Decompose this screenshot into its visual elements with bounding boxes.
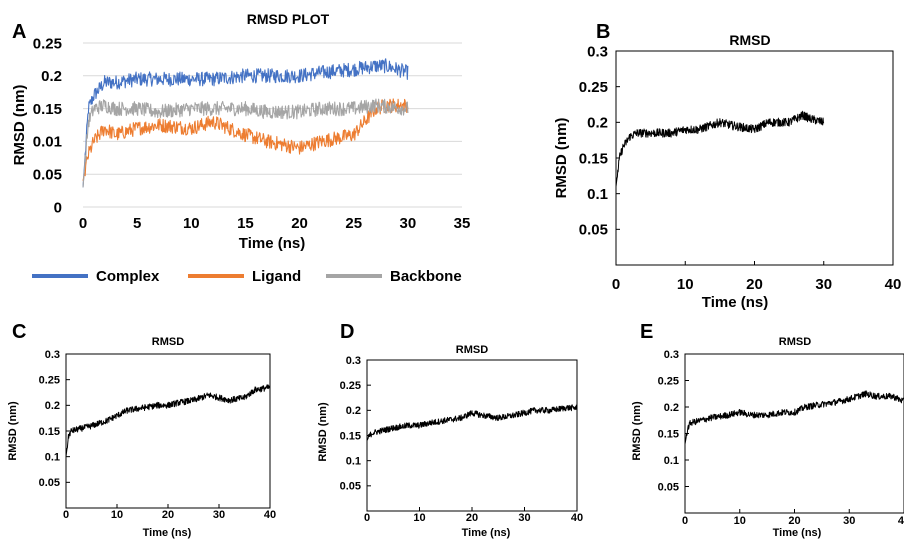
series-line-backbone <box>82 98 409 188</box>
panel-d: D RMSD 0.05 0.1 0.15 0.2 0.25 0.3 0 10 20 30 40 Time … <box>317 321 583 539</box>
y-tick-label: 0.1 <box>346 456 361 468</box>
y-tick-label: 0.25 <box>340 380 361 392</box>
y-tick-label: 0.1 <box>664 455 679 467</box>
y-tick-label: 0.15 <box>579 150 608 167</box>
y-tick-label: 0 <box>54 199 62 216</box>
series-line-ligand <box>82 98 409 181</box>
panel-letter: A <box>12 21 26 43</box>
x-tick-label: 0 <box>79 215 87 232</box>
y-tick-label: 0.3 <box>587 43 608 60</box>
panel-letter: C <box>12 321 26 343</box>
y-tick-label: 0.25 <box>658 375 679 387</box>
y-tick-label: 0.15 <box>658 428 679 440</box>
y-tick-label: 0.15 <box>33 101 62 118</box>
y-tick-label: 0.2 <box>41 68 62 85</box>
series-line <box>615 110 825 187</box>
x-tick-label: 0 <box>682 515 688 527</box>
y-tick-label: 0.3 <box>346 355 361 367</box>
x-tick-label: 10 <box>413 512 425 524</box>
y-tick-label: 0.25 <box>579 79 608 96</box>
x-tick-label: 10 <box>677 276 694 293</box>
y-axis-label: RMSD (nm) <box>631 401 643 461</box>
y-tick-label: 0.1 <box>587 186 608 203</box>
x-tick-label: 0 <box>63 509 69 521</box>
x-tick-label: 20 <box>291 215 308 232</box>
x-tick-label: 20 <box>788 515 800 527</box>
y-tick-label: 0.05 <box>579 222 608 239</box>
x-tick-label: 30 <box>400 215 417 232</box>
y-tick-label: 0.3 <box>45 349 60 361</box>
plot-frame <box>65 353 271 509</box>
x-tick-label: 20 <box>162 509 174 521</box>
y-tick-label: 0.15 <box>39 426 60 438</box>
x-tick-label: 10 <box>111 509 123 521</box>
x-tick-label: 0 <box>364 512 370 524</box>
y-tick-label: 0.1 <box>45 452 60 464</box>
plot-frame <box>684 353 904 514</box>
x-axis-label: Time (ns) <box>773 527 822 539</box>
x-tick-label: 15 <box>237 215 254 232</box>
y-axis-label: RMSD (nm) <box>317 402 329 462</box>
x-tick-label: 10 <box>734 515 746 527</box>
series-line <box>366 404 578 441</box>
panel-b: B RMSD 0.05 0.1 0.15 0.2 0.25 0.3 0 10 20 30 40 Time … <box>553 21 901 311</box>
x-axis-label: Time (ns) <box>143 527 192 539</box>
chart-title: RMSD <box>779 336 811 348</box>
panel-letter: E <box>640 321 653 343</box>
plot-frame <box>615 50 894 266</box>
series-line <box>65 384 271 457</box>
x-tick-label: 20 <box>746 276 763 293</box>
plot-frame <box>366 359 578 512</box>
y-tick-label: 0.2 <box>346 405 361 417</box>
panel-e: E RMSD 0.05 0.1 0.15 0.2 0.25 0.3 0 10 20 30 40 Time … <box>631 321 904 539</box>
x-axis-label: Time (ns) <box>702 294 768 311</box>
legend-label: Backbone <box>390 268 462 285</box>
x-tick-label: 20 <box>466 512 478 524</box>
series-line <box>684 390 904 445</box>
y-tick-label: 0.3 <box>664 349 679 361</box>
x-tick-label: 30 <box>213 509 225 521</box>
legend: Complex Ligand Backbone <box>32 268 462 285</box>
x-tick-label: 5 <box>133 215 141 232</box>
x-axis-label: Time (ns) <box>239 235 305 252</box>
chart-title: RMSD <box>729 32 770 48</box>
y-tick-label: 0.2 <box>587 115 608 132</box>
panel-letter: B <box>596 21 610 43</box>
chart-title: RMSD <box>152 336 184 348</box>
x-tick-label: 40 <box>898 515 904 527</box>
x-tick-label: 40 <box>571 512 583 524</box>
legend-label: Complex <box>96 268 160 285</box>
x-tick-label: 40 <box>885 276 902 293</box>
y-tick-label: 0.25 <box>39 375 60 387</box>
y-axis-label: RMSD (nm) <box>553 118 570 199</box>
x-axis-label: Time (ns) <box>462 527 511 539</box>
chart-title: RMSD PLOT <box>247 11 330 27</box>
x-tick-label: 0 <box>612 276 620 293</box>
panel-letter: D <box>340 321 354 343</box>
series-line-complex <box>82 58 409 188</box>
panel-c: C RMSD 0.05 0.1 0.15 0.2 0.25 0.3 0 10 20 30 40 Time … <box>7 321 276 539</box>
x-tick-label: 10 <box>183 215 200 232</box>
y-tick-label: 0.2 <box>45 400 60 412</box>
y-tick-label: 0.05 <box>39 477 60 489</box>
y-tick-label: 0.05 <box>33 166 62 183</box>
y-axis-label: RMSD (nm) <box>7 401 19 461</box>
x-tick-label: 35 <box>454 215 471 232</box>
y-tick-label: 0.25 <box>33 35 62 52</box>
x-tick-label: 25 <box>345 215 362 232</box>
y-tick-label: 0.05 <box>340 481 361 493</box>
x-tick-label: 40 <box>264 509 276 521</box>
y-axis-label: RMSD (nm) <box>11 85 28 166</box>
panel-a: A RMSD PLOT 0 0.05 0.01 0.15 0.2 0.25 0 5 10 15 20 25… <box>11 11 470 285</box>
y-tick-label: 0.15 <box>340 430 361 442</box>
x-tick-label: 30 <box>815 276 832 293</box>
y-tick-label: 0.05 <box>658 481 679 493</box>
x-tick-label: 30 <box>518 512 530 524</box>
y-tick-label: 0.01 <box>33 134 62 151</box>
chart-title: RMSD <box>456 344 488 356</box>
x-tick-label: 30 <box>843 515 855 527</box>
legend-label: Ligand <box>252 268 301 285</box>
y-tick-label: 0.2 <box>664 402 679 414</box>
